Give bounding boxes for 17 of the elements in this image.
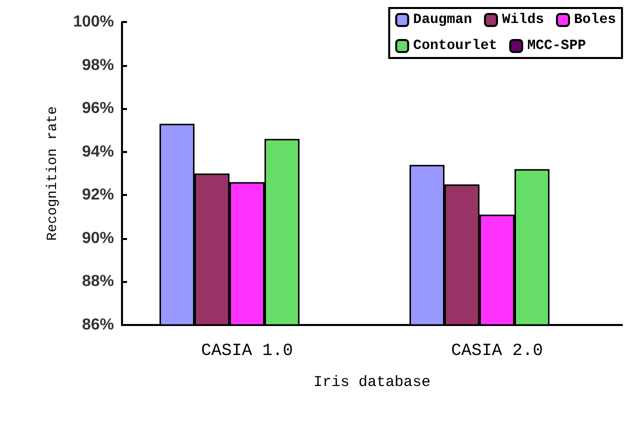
legend-label: Boles xyxy=(574,12,616,28)
y-tick-label: 100% xyxy=(73,14,114,30)
y-tick-label: 96% xyxy=(82,100,114,118)
y-axis-title: Recognition rate xyxy=(45,106,61,241)
y-tick-label: 94% xyxy=(82,143,114,160)
x-tick-label: CASIA 1.0 xyxy=(201,342,293,361)
legend-label: Daugman xyxy=(413,12,472,28)
y-tick-label: 86% xyxy=(82,316,114,334)
legend-label: Contourlet xyxy=(413,38,498,54)
y-tick-label: 92% xyxy=(82,186,114,204)
legend-label: MCC-SPP xyxy=(527,38,586,54)
y-tick-label: 90% xyxy=(82,230,114,247)
y-tick-label: 88% xyxy=(82,273,114,290)
x-tick-label: CASIA 2.0 xyxy=(451,342,543,361)
legend-label: Wilds xyxy=(502,12,544,28)
x-axis-title: Iris database xyxy=(313,374,431,391)
y-tick-label: 98% xyxy=(82,56,114,74)
